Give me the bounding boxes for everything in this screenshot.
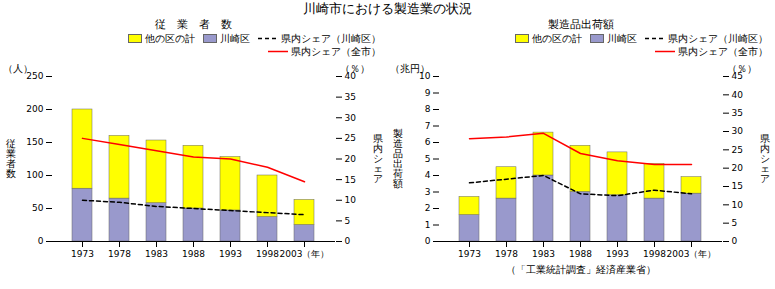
svg-text:1993: 1993 — [606, 249, 629, 259]
svg-text:2003（年）: 2003（年） — [280, 249, 330, 259]
svg-text:0: 0 — [425, 236, 431, 246]
svg-text:0: 0 — [345, 236, 351, 246]
svg-text:6: 6 — [425, 137, 431, 147]
svg-text:200: 200 — [26, 104, 43, 114]
svg-text:25: 25 — [732, 145, 743, 155]
svg-text:2003（年）: 2003（年） — [667, 249, 717, 259]
svg-text:8: 8 — [425, 104, 431, 114]
html-text:製造品出荷額: 製造品出荷額 — [547, 18, 614, 31]
svg-text:250: 250 — [26, 71, 44, 82]
svg-text:30: 30 — [732, 126, 744, 136]
svg-text:2: 2 — [425, 203, 431, 213]
svg-text:10: 10 — [345, 195, 357, 205]
svg-text:1978: 1978 — [108, 249, 131, 259]
html-text:川崎区: 川崎区 — [607, 33, 637, 44]
svg-text:20: 20 — [345, 154, 357, 164]
svg-text:（兆円）: （兆円） — [390, 63, 430, 74]
html-text:県内シェア（川崎区）: 県内シェア（川崎区） — [668, 33, 768, 44]
html-text:川崎区: 川崎区 — [220, 33, 250, 44]
svg-text:（％）: （％） — [340, 63, 370, 74]
svg-text:10: 10 — [419, 71, 431, 82]
svg-text:1978: 1978 — [495, 249, 518, 259]
svg-text:従業者数: 従業者数 — [6, 138, 16, 179]
svg-text:35: 35 — [345, 92, 356, 102]
svg-text:1988: 1988 — [569, 249, 592, 259]
html-text:従 業 者 数: 従 業 者 数 — [155, 18, 232, 31]
svg-text:150: 150 — [26, 137, 43, 147]
svg-text:（％）: （％） — [727, 63, 757, 74]
svg-text:40: 40 — [344, 71, 356, 82]
svg-text:1983: 1983 — [145, 249, 168, 259]
svg-text:20: 20 — [732, 163, 744, 173]
svg-text:1983: 1983 — [532, 249, 555, 259]
svg-text:（人）: （人） — [3, 63, 33, 74]
svg-text:3: 3 — [425, 187, 431, 197]
svg-text:5: 5 — [345, 216, 351, 226]
svg-text:0: 0 — [38, 236, 44, 246]
svg-text:9: 9 — [425, 88, 431, 98]
html-text:県内シェア（川崎区）: 県内シェア（川崎区） — [281, 33, 381, 44]
svg-text:1993: 1993 — [219, 249, 242, 259]
svg-text:7: 7 — [425, 121, 431, 131]
svg-text:35: 35 — [732, 108, 743, 118]
svg-text:0: 0 — [732, 236, 738, 246]
svg-text:1998: 1998 — [643, 249, 666, 259]
svg-text:4: 4 — [425, 170, 431, 180]
svg-text:45: 45 — [731, 71, 743, 82]
html-text:（「工業統計調査」経済産業省）: （「工業統計調査」経済産業省） — [505, 264, 656, 275]
svg-text:1973: 1973 — [71, 249, 94, 259]
svg-text:15: 15 — [732, 181, 743, 191]
svg-text:1973: 1973 — [458, 249, 481, 259]
html-text:他の区の計: 他の区の計 — [145, 33, 195, 44]
svg-text:県内シェア: 県内シェア — [760, 133, 770, 184]
svg-text:1: 1 — [425, 220, 431, 230]
svg-text:25: 25 — [345, 133, 356, 143]
svg-text:15: 15 — [345, 175, 356, 185]
html-text:県内シェア（全市）: 県内シェア（全市） — [678, 46, 768, 57]
svg-text:1998: 1998 — [256, 249, 279, 259]
html-text:県内シェア（全市）: 県内シェア（全市） — [291, 46, 381, 57]
svg-text:5: 5 — [425, 154, 431, 164]
svg-text:30: 30 — [345, 113, 357, 123]
svg-text:1988: 1988 — [182, 249, 205, 259]
svg-text:県内シェア: 県内シェア — [373, 133, 383, 184]
svg-text:5: 5 — [732, 218, 738, 228]
svg-text:10: 10 — [732, 200, 744, 210]
svg-text:製造品出荷額: 製造品出荷額 — [393, 128, 403, 189]
html-text:他の区の計: 他の区の計 — [532, 33, 582, 44]
html-text:川崎市における製造業の状況: 川崎市における製造業の状況 — [303, 1, 472, 16]
svg-text:40: 40 — [732, 90, 744, 100]
svg-text:100: 100 — [26, 170, 43, 180]
svg-text:50: 50 — [32, 203, 44, 213]
